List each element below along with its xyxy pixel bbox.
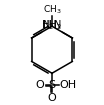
Text: S: S — [48, 81, 56, 91]
Text: CH$_3$: CH$_3$ — [43, 3, 61, 16]
Text: NH$_2$: NH$_2$ — [42, 18, 62, 32]
Text: O: O — [36, 81, 44, 91]
Text: H$_2$N: H$_2$N — [41, 18, 62, 32]
Text: OH: OH — [60, 81, 77, 91]
Text: O: O — [48, 93, 56, 103]
